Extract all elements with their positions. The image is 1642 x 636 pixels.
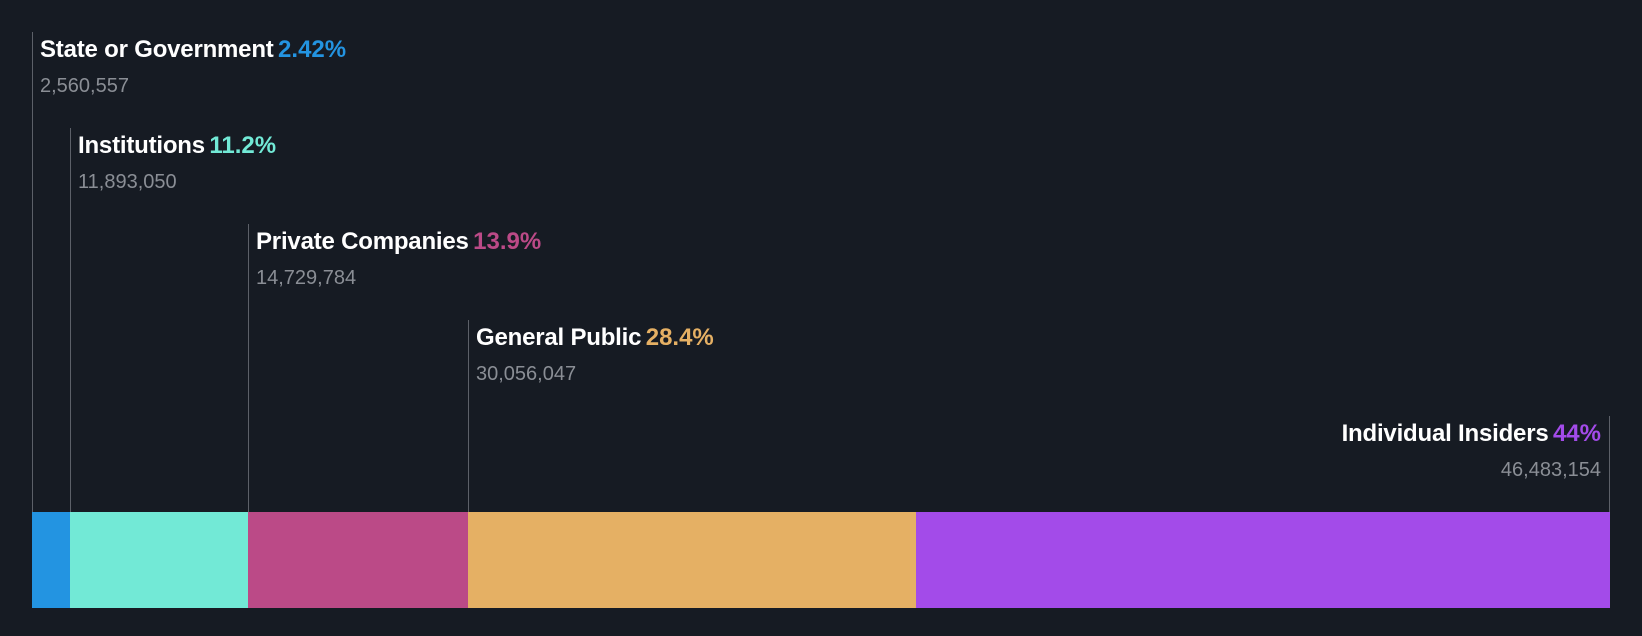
connector-line-individual-insiders [1609, 416, 1610, 512]
category-percent: 28.4% [645, 324, 714, 351]
bar-segment-individual-insiders[interactable] [916, 512, 1610, 608]
category-percent: 44% [1552, 420, 1601, 447]
bar-segment-state-or-government[interactable] [32, 512, 70, 608]
bar-segment-general-public[interactable] [468, 512, 916, 608]
label-state-or-government: State or Government 2.42% 2,560,557 [40, 36, 346, 98]
category-percent: 2.42% [278, 36, 347, 63]
category-shares: 11,893,050 [78, 171, 177, 193]
label-individual-insiders: Individual Insiders 44% 46,483,154 [1342, 420, 1601, 482]
connector-line-private-companies [248, 224, 249, 512]
bar-segment-private-companies[interactable] [248, 512, 468, 608]
label-private-companies: Private Companies 13.9% 14,729,784 [256, 228, 541, 290]
connector-line-state [32, 32, 33, 512]
category-name: State or Government [40, 36, 274, 63]
category-name: General Public [476, 324, 642, 351]
category-name: Private Companies [256, 228, 469, 255]
category-name: Institutions [78, 132, 205, 159]
connector-line-general-public [468, 320, 469, 512]
category-shares: 14,729,784 [256, 267, 357, 289]
category-shares: 2,560,557 [40, 75, 129, 97]
category-percent: 11.2% [209, 132, 277, 159]
label-general-public: General Public 28.4% 30,056,047 [476, 324, 714, 386]
category-name: Individual Insiders [1341, 420, 1549, 447]
connector-line-institutions [70, 128, 71, 512]
category-shares: 30,056,047 [476, 363, 577, 385]
category-shares: 46,483,154 [1500, 459, 1601, 481]
category-percent: 13.9% [473, 228, 542, 255]
bar-segment-institutions[interactable] [70, 512, 248, 608]
label-institutions: Institutions 11.2% 11,893,050 [78, 132, 276, 194]
